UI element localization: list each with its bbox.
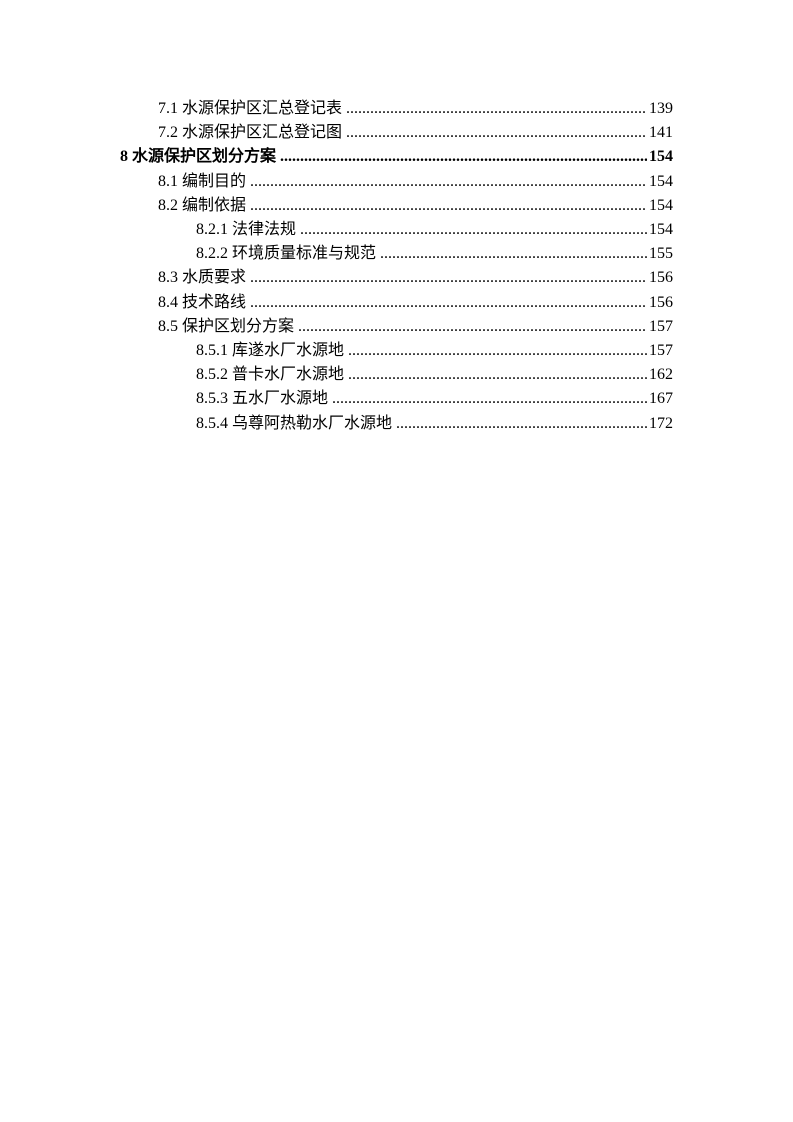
toc-entry[interactable]: 8.2.1 法律法规 154 (196, 218, 673, 242)
dot-leader (348, 339, 647, 363)
dot-leader (250, 194, 647, 218)
toc-entry-label: 8.4 技术路线 (158, 293, 247, 311)
dot-leader (346, 97, 647, 121)
toc-entry[interactable]: 8.5.3 五水厂水源地 167 (196, 387, 673, 411)
dot-leader (280, 145, 647, 169)
dot-leader (348, 363, 647, 387)
dot-leader (300, 218, 647, 242)
dot-leader (298, 315, 647, 339)
toc-page-number: 156 (649, 269, 673, 287)
toc-entry[interactable]: 8.4 技术路线 156 (158, 291, 673, 315)
toc-entry[interactable]: 8.3 水质要求 156 (158, 266, 673, 290)
toc-entry[interactable]: 8.5 保护区划分方案 157 (158, 315, 673, 339)
toc-entry[interactable]: 8 水源保护区划分方案 154 (120, 145, 673, 169)
toc-entry-label: 8.5.1 库遂水厂水源地 (196, 342, 345, 359)
toc-entry-label: 8.5.3 五水厂水源地 (196, 390, 329, 408)
toc-entry-label: 8.2.2 环境质量标准与规范 (196, 245, 377, 263)
dot-leader (396, 412, 647, 436)
toc-entry-label: 8.3 水质要求 (158, 269, 247, 287)
toc-page-number: 162 (649, 366, 673, 384)
toc-page-number: 167 (649, 390, 673, 408)
toc-page-number: 172 (649, 414, 673, 432)
toc-entry[interactable]: 8.5.2 普卡水厂水源地 162 (196, 363, 673, 387)
toc-page-number: 156 (649, 293, 673, 311)
toc-page-number: 157 (649, 317, 673, 335)
dot-leader (346, 121, 647, 145)
toc-entry[interactable]: 8.2 编制依据 154 (158, 194, 673, 218)
toc-page-number: 139 (649, 100, 673, 117)
toc-page-number: 154 (649, 221, 673, 238)
toc-entry[interactable]: 8.5.4 乌尊阿热勒水厂水源地 172 (196, 412, 673, 436)
toc-entry-label: 8 水源保护区划分方案 (120, 148, 277, 166)
dot-leader (332, 387, 647, 411)
toc-entry-label: 8.5.4 乌尊阿热勒水厂水源地 (196, 414, 393, 432)
toc-page-number: 154 (649, 148, 673, 166)
toc-entry[interactable]: 7.2 水源保护区汇总登记图 141 (158, 121, 673, 145)
toc-page-number: 157 (649, 342, 673, 359)
dot-leader (250, 291, 647, 315)
toc-entry-label: 8.1 编制目的 (158, 172, 247, 190)
toc-page-number: 141 (649, 124, 673, 142)
toc-entry-label: 7.2 水源保护区汇总登记图 (158, 124, 343, 142)
toc-entry-label: 8.5 保护区划分方案 (158, 317, 295, 335)
dot-leader (250, 266, 647, 290)
toc-entry[interactable]: 8.2.2 环境质量标准与规范 155 (196, 242, 673, 266)
toc-page-number: 154 (649, 172, 673, 190)
dot-leader (250, 170, 647, 194)
toc-entry-label: 8.2.1 法律法规 (196, 221, 297, 238)
toc-entry[interactable]: 7.1 水源保护区汇总登记表 139 (158, 97, 673, 121)
toc-page-number: 155 (649, 245, 673, 263)
toc-page-number: 154 (649, 196, 673, 214)
toc-entry[interactable]: 8.1 编制目的 154 (158, 170, 673, 194)
toc-entry-label: 8.5.2 普卡水厂水源地 (196, 366, 345, 384)
toc-entry-label: 8.2 编制依据 (158, 196, 247, 214)
dot-leader (380, 242, 647, 266)
toc-entry-label: 7.1 水源保护区汇总登记表 (158, 100, 343, 117)
toc-entry[interactable]: 8.5.1 库遂水厂水源地 157 (196, 339, 673, 363)
